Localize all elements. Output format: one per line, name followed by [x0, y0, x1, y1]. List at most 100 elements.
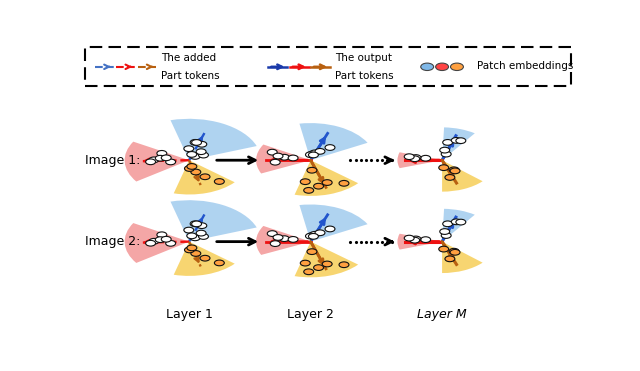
Circle shape [300, 179, 310, 184]
Circle shape [451, 63, 463, 70]
Circle shape [308, 152, 318, 158]
Circle shape [149, 157, 159, 163]
Circle shape [304, 269, 314, 275]
Circle shape [440, 147, 450, 153]
Wedge shape [294, 242, 358, 278]
Circle shape [404, 235, 414, 241]
Circle shape [451, 219, 461, 225]
Circle shape [404, 154, 414, 160]
Circle shape [190, 221, 200, 227]
Circle shape [420, 63, 434, 70]
Circle shape [420, 155, 431, 161]
Text: Layer 2: Layer 2 [287, 308, 334, 321]
Wedge shape [442, 127, 475, 160]
Circle shape [279, 236, 289, 242]
Circle shape [191, 169, 201, 175]
Wedge shape [442, 209, 475, 242]
Wedge shape [256, 226, 310, 255]
Text: Image 2:: Image 2: [85, 235, 140, 248]
Circle shape [187, 245, 197, 251]
Wedge shape [125, 142, 189, 181]
Circle shape [450, 249, 460, 255]
Circle shape [279, 154, 289, 160]
Text: Layer 1: Layer 1 [166, 308, 212, 321]
Circle shape [198, 152, 209, 158]
Circle shape [187, 164, 197, 169]
Circle shape [315, 148, 325, 154]
Wedge shape [442, 242, 483, 273]
Text: Patch embeddings: Patch embeddings [477, 61, 573, 71]
Circle shape [307, 249, 317, 255]
Circle shape [305, 152, 316, 158]
Text: Part tokens: Part tokens [161, 70, 220, 81]
Circle shape [273, 153, 283, 159]
Circle shape [161, 236, 172, 242]
Circle shape [190, 235, 200, 241]
Circle shape [308, 233, 318, 239]
Circle shape [420, 237, 431, 243]
Circle shape [325, 145, 335, 150]
Circle shape [305, 233, 316, 239]
Circle shape [441, 151, 451, 157]
Circle shape [322, 261, 332, 267]
Circle shape [451, 138, 461, 143]
Circle shape [456, 138, 466, 144]
Wedge shape [173, 242, 235, 276]
Circle shape [214, 260, 224, 266]
Circle shape [187, 152, 196, 157]
Circle shape [310, 150, 319, 156]
Circle shape [310, 232, 319, 237]
Text: The added: The added [161, 53, 216, 63]
Circle shape [439, 165, 449, 171]
Circle shape [191, 139, 202, 145]
Circle shape [156, 237, 165, 243]
Circle shape [184, 247, 195, 253]
Circle shape [441, 233, 451, 238]
Wedge shape [173, 160, 235, 194]
Circle shape [410, 237, 420, 243]
Wedge shape [256, 144, 310, 174]
Circle shape [187, 233, 196, 239]
Circle shape [146, 240, 156, 246]
Circle shape [411, 155, 421, 160]
Wedge shape [442, 160, 483, 192]
Circle shape [184, 227, 194, 233]
Circle shape [304, 187, 314, 193]
Circle shape [191, 221, 202, 227]
Wedge shape [300, 204, 367, 242]
Wedge shape [397, 234, 442, 250]
Wedge shape [170, 119, 257, 160]
Text: Part tokens: Part tokens [335, 70, 394, 81]
Circle shape [166, 159, 175, 165]
Circle shape [456, 219, 466, 225]
Circle shape [146, 159, 156, 165]
Circle shape [184, 146, 194, 151]
Circle shape [196, 230, 206, 236]
Circle shape [307, 233, 317, 238]
Wedge shape [125, 223, 189, 263]
Circle shape [214, 178, 224, 184]
Wedge shape [300, 123, 367, 160]
Circle shape [273, 234, 283, 240]
Circle shape [322, 180, 332, 186]
Circle shape [445, 175, 455, 180]
Circle shape [200, 255, 210, 261]
Circle shape [449, 248, 459, 254]
Text: Image 1:: Image 1: [85, 154, 140, 167]
Circle shape [436, 63, 449, 70]
Circle shape [156, 155, 165, 161]
Text: The output: The output [335, 53, 392, 63]
Circle shape [288, 155, 298, 161]
Circle shape [197, 141, 207, 147]
Circle shape [325, 226, 335, 232]
Circle shape [149, 239, 159, 244]
Circle shape [157, 151, 167, 156]
Circle shape [300, 260, 310, 266]
Circle shape [198, 234, 209, 239]
Circle shape [411, 236, 421, 242]
Circle shape [449, 167, 459, 173]
Circle shape [288, 237, 298, 242]
Circle shape [450, 168, 460, 174]
Circle shape [161, 155, 172, 161]
Wedge shape [294, 160, 358, 196]
